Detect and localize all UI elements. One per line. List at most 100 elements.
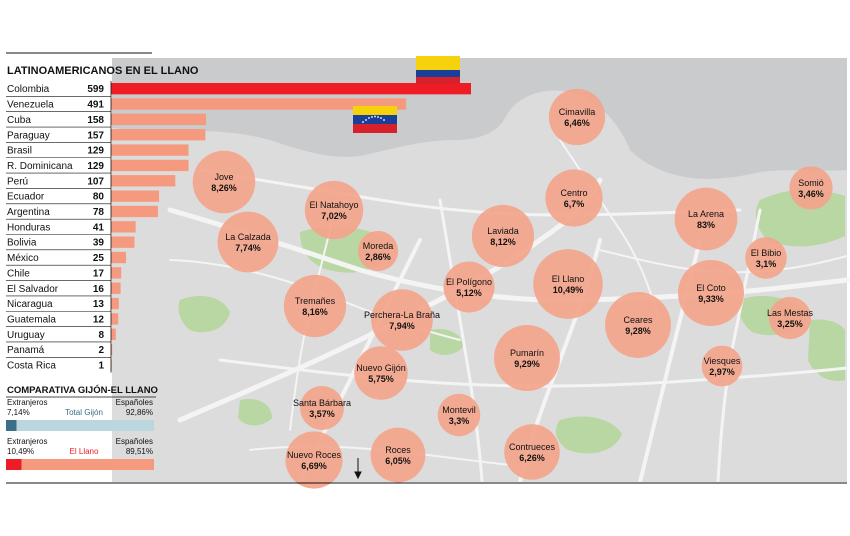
neighborhood-name: Nuevo Gijón	[356, 363, 406, 373]
bar-chart-title: LATINOAMERICANOS EN EL LLANO	[7, 65, 199, 77]
comparison-title: COMPARATIVA GIJÓN-EL LLANO	[7, 384, 158, 396]
category-label: Perú	[7, 176, 28, 187]
bubble	[494, 325, 560, 391]
neighborhood-value: 9,29%	[514, 359, 540, 369]
bubble	[674, 187, 738, 251]
value-label: 158	[87, 115, 104, 126]
category-label: Brasil	[7, 146, 32, 157]
llano-foreign-series-name: Extranjeros	[7, 437, 47, 446]
venezuela-flag-icon	[353, 106, 397, 133]
bar	[111, 175, 176, 187]
category-label: Uruguay	[7, 330, 45, 341]
latin-american-bar-chart: Colombia 599 Venezuela 491 Cuba 158 Paraguay 15…	[6, 81, 471, 373]
llano-spanish-bar	[21, 459, 154, 470]
neighborhood-value: 6,46%	[564, 118, 590, 128]
bubble	[192, 150, 256, 214]
gijon-foreign-series-name: Extranjeros	[7, 398, 47, 407]
bubble	[304, 180, 364, 240]
category-label: Paraguay	[7, 130, 50, 141]
value-label: 491	[87, 100, 104, 111]
neighborhood-name: El Coto	[696, 283, 726, 293]
bar	[111, 129, 206, 141]
category-label: El Salvador	[7, 284, 59, 295]
category-label: Nicaragua	[7, 299, 53, 310]
value-label: 2	[98, 345, 104, 356]
bubble	[504, 424, 560, 480]
neighborhood-value: 6,69%	[301, 461, 327, 471]
neighborhood-value: 7,74%	[235, 243, 261, 253]
neighborhood-name: Jove	[214, 172, 233, 182]
neighborhood-value: 7,94%	[389, 321, 415, 331]
neighborhood-name: Perchera-La Braña	[364, 310, 440, 320]
bar	[111, 159, 189, 172]
neighborhood-name: Nuevo Roces	[287, 450, 342, 460]
neighborhood-name: El Polígono	[446, 277, 492, 287]
llano-row-name: El Llano	[70, 447, 99, 456]
road	[218, 358, 849, 388]
category-label: Ecuador	[7, 192, 45, 203]
bubble	[605, 292, 671, 358]
neighborhood-value: 7,02%	[321, 211, 347, 221]
value-label: 1	[98, 361, 104, 372]
bubble	[371, 289, 433, 351]
llano-spanish-series-name: Españoles	[116, 437, 153, 446]
value-label: 16	[93, 284, 105, 295]
gijon-spanish-series-name: Españoles	[116, 398, 153, 407]
bar	[111, 282, 121, 294]
bubble	[300, 386, 344, 430]
neighborhood-value: 6,05%	[385, 456, 411, 466]
llano-spanish-label: 89,51%	[126, 447, 153, 456]
bar	[111, 83, 471, 95]
arrow-down-icon	[354, 458, 362, 480]
bubble	[677, 259, 745, 327]
neighborhood-name: Moreda	[363, 241, 394, 251]
llano-foreign-label: 10,49%	[7, 447, 34, 456]
category-label: Costa Rica	[7, 361, 56, 372]
neighborhood-value: 3,3%	[449, 416, 470, 426]
neighborhood-value: 3,46%	[798, 189, 824, 199]
neighborhood-value: 3,1%	[756, 259, 777, 269]
category-label: Venezuela	[7, 100, 54, 111]
neighborhood-value: 10,49%	[553, 285, 584, 295]
colombia-flag-icon	[416, 56, 460, 84]
neighborhood-name: Viesques	[704, 356, 741, 366]
category-label: Panamá	[7, 345, 45, 356]
park	[430, 328, 464, 355]
neighborhood-name: Las Mestas	[767, 308, 814, 318]
bar	[111, 313, 119, 325]
neighborhood-value: 8,26%	[211, 183, 237, 193]
bar	[111, 205, 158, 218]
bubble	[701, 345, 743, 387]
neighborhood-name: El Bibio	[751, 248, 782, 258]
value-label: 25	[93, 253, 105, 264]
left-panel-background	[0, 50, 112, 482]
neighborhood-name: El Natahoyo	[309, 200, 358, 210]
neighborhood-name: Centro	[560, 188, 587, 198]
neighborhood-name: Tremañes	[295, 296, 336, 306]
bar	[111, 98, 407, 110]
gijon-foreign-bar	[6, 420, 17, 431]
value-label: 129	[87, 146, 104, 157]
category-label: Bolivia	[7, 238, 37, 249]
gijon-row-name: Total Gijón	[65, 408, 103, 417]
gijon-foreign-label: 7,14%	[7, 408, 30, 417]
bubble	[437, 393, 481, 437]
road	[438, 198, 484, 484]
neighborhood-name: La Arena	[688, 209, 724, 219]
value-label: 41	[93, 222, 105, 233]
neighborhood-value: 8,12%	[490, 237, 516, 247]
bubbles	[192, 88, 833, 489]
park	[178, 296, 230, 333]
neighborhood-name: Cimavilla	[559, 107, 596, 117]
neighborhood-value: 8,16%	[302, 307, 328, 317]
category-label: Cuba	[7, 115, 31, 126]
category-label: México	[7, 253, 39, 264]
bubble	[789, 166, 833, 210]
neighborhood-value: 3,25%	[777, 319, 803, 329]
park	[238, 398, 272, 426]
gijon-spanish-bar	[16, 420, 154, 431]
value-label: 78	[93, 207, 105, 218]
